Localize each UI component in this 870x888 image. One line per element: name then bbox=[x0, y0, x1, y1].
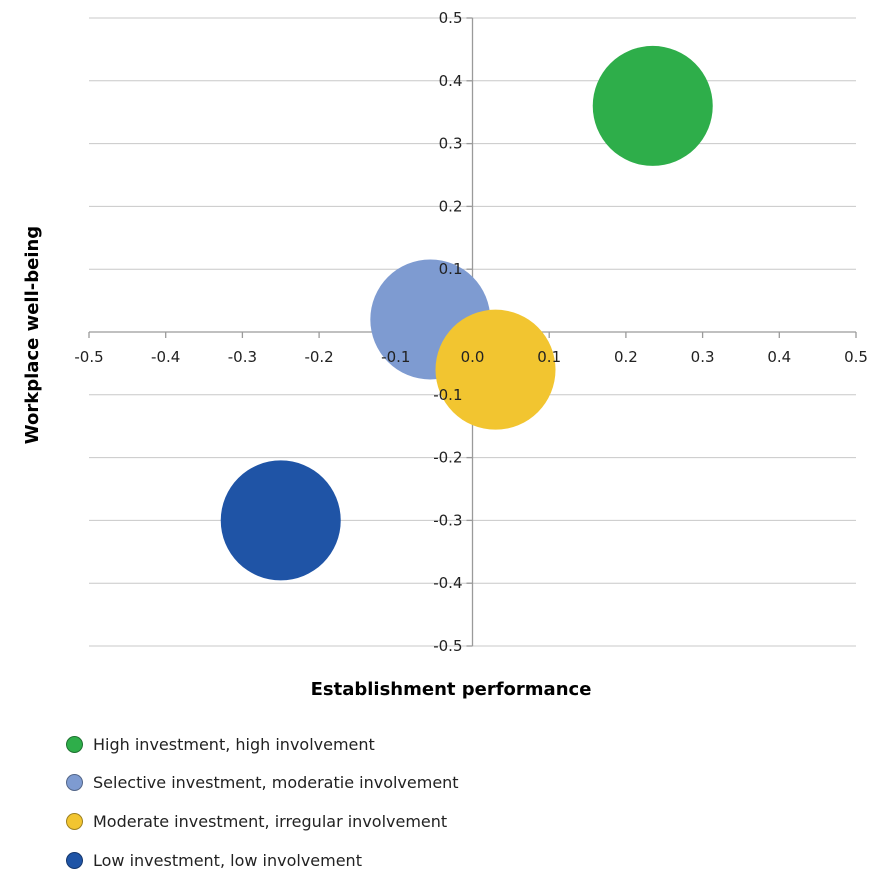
y-tick-label: -0.1 bbox=[433, 386, 462, 404]
x-tick-label: -0.2 bbox=[304, 348, 333, 366]
bubbles bbox=[220, 45, 713, 581]
bubble-4 bbox=[220, 460, 341, 581]
x-tick-label: 0.4 bbox=[767, 348, 791, 366]
bubble-chart: -0.5 -0.4 -0.3 -0.2 -0.1 0.0 0.1 0.2 0.3 0.4 0.5 0… bbox=[22, 9, 868, 700]
x-tick-label: 0.1 bbox=[537, 348, 561, 366]
legend-swatch bbox=[66, 774, 83, 792]
legend-label: Moderate investment, irregular involveme… bbox=[93, 811, 448, 831]
y-axis-title: Workplace well-being bbox=[22, 226, 43, 444]
y-tick-label: 0.4 bbox=[439, 72, 463, 90]
x-tick-label: -0.3 bbox=[228, 348, 257, 366]
legend-label: Low investment, low involvement bbox=[93, 850, 362, 870]
legend-item: Moderate investment, irregular involveme… bbox=[66, 810, 459, 832]
x-tick-label: -0.4 bbox=[151, 348, 180, 366]
legend-item: Low investment, low involvement bbox=[66, 849, 459, 871]
bubble-3 bbox=[435, 309, 556, 430]
legend-swatch bbox=[66, 735, 83, 753]
x-tick-labels: -0.5 -0.4 -0.3 -0.2 -0.1 0.0 0.1 0.2 0.3 0.4 0.5 bbox=[74, 348, 868, 366]
x-axis-title: Establishment performance bbox=[311, 679, 592, 700]
legend-label: Selective investment, moderatie involvem… bbox=[93, 773, 459, 793]
x-tick-label: 0.2 bbox=[614, 348, 638, 366]
y-tick-label: 0.3 bbox=[439, 135, 463, 153]
legend-swatch bbox=[66, 812, 83, 830]
legend-label: High investment, high involvement bbox=[93, 734, 375, 754]
y-tick-label: -0.5 bbox=[433, 637, 462, 655]
y-tick-label: -0.4 bbox=[433, 574, 462, 592]
x-tick-label: 0.0 bbox=[461, 348, 485, 366]
legend-swatch bbox=[66, 851, 83, 869]
y-tick-labels: 0.5 0.4 0.3 0.2 0.1 -0.1 -0.2 -0.3 -0.4 -0.5 bbox=[433, 9, 462, 655]
bubble-1 bbox=[592, 45, 713, 166]
y-tick-label: -0.2 bbox=[433, 449, 462, 467]
y-tick-label: 0.5 bbox=[439, 9, 463, 27]
y-tick-label: -0.3 bbox=[433, 511, 462, 529]
x-tick-label: 0.3 bbox=[691, 348, 715, 366]
legend-item: High investment, high involvement bbox=[66, 733, 459, 755]
legend: High investment, high involvement Selecti… bbox=[66, 733, 459, 888]
legend-item: Selective investment, moderatie involvem… bbox=[66, 772, 459, 794]
x-tick-label: 0.5 bbox=[844, 348, 868, 366]
x-tick-label: -0.5 bbox=[74, 348, 103, 366]
y-tick-label: 0.2 bbox=[439, 197, 463, 215]
x-tick-label: -0.1 bbox=[381, 348, 410, 366]
y-tick-label: 0.1 bbox=[439, 260, 463, 278]
